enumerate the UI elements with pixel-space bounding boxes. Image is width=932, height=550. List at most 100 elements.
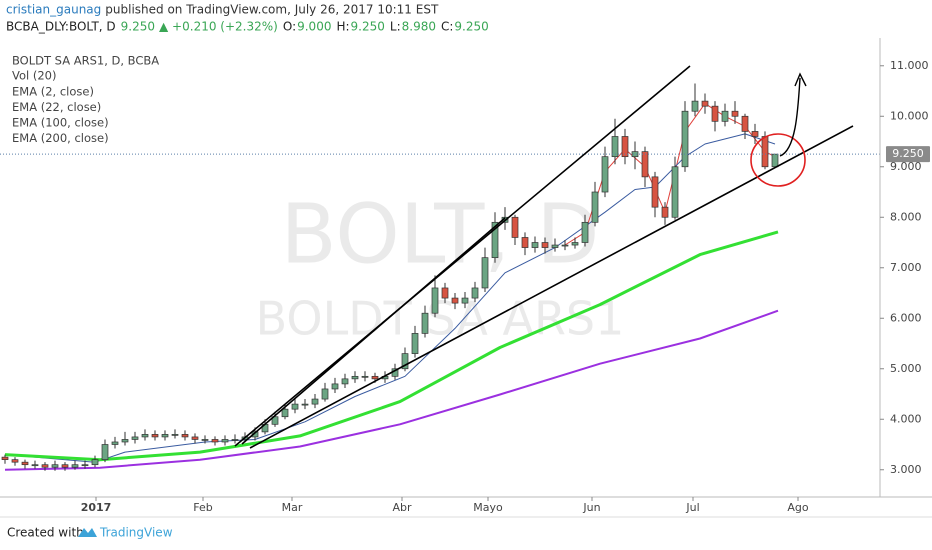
watermark-subtext: BOLDT SA ARS1 [256,292,625,346]
header-field: BCBA_DLY:BOLT, D [6,20,116,34]
candle-body [341,378,349,385]
header-field: ▲ +0.210 (+2.32%) [159,20,278,34]
legend-entry: EMA (200, close) [12,131,109,145]
candle-body [51,464,59,468]
trend-line [241,217,506,445]
candle-body [221,439,229,443]
candle-body [211,439,219,443]
candle-body [161,434,169,438]
candle-body [131,436,139,440]
arrow [779,77,801,157]
candle-body [711,105,719,122]
y-tick-label: 5.000 [890,362,922,375]
candle-body [761,136,769,168]
candle-body [101,444,109,461]
y-tick-label: 8.000 [890,210,922,223]
candle-body [401,353,409,370]
x-tick-label: Jun [582,501,600,514]
x-tick-label: Mar [282,501,303,514]
candle-body [511,216,519,238]
y-tick-label: 10.000 [890,109,929,122]
candle-body [181,434,189,438]
candle-body [741,115,749,132]
last-price-label: 9.250 [892,147,924,160]
x-tick-label: Mayo [473,501,503,514]
y-tick-label: 3.000 [890,463,922,476]
header-field: O: [283,20,296,34]
candle-body [351,375,359,380]
candle-body [731,110,739,117]
candle-body [411,333,419,354]
candle-body [141,434,149,438]
candle-body [631,151,639,158]
candle-body [121,439,129,443]
candle-body [481,257,489,289]
y-tick-label: 6.000 [890,311,922,324]
trend-line [249,125,854,449]
candle-body [681,110,689,168]
candle-body [521,237,529,248]
candle-body [461,297,469,304]
candle-body [21,461,29,466]
last-price-tag [886,146,930,163]
x-tick-label: Ago [787,501,809,514]
candle-body [231,439,239,441]
footer-created: Created with [7,526,84,540]
candle-body [671,166,679,218]
legend-title: BOLDT SA ARS1, D, BCBA [12,54,159,68]
x-tick-label: Jul [685,501,699,514]
candle-body [311,398,319,405]
candle-body [621,136,629,158]
highlight-circle [750,133,806,187]
candle-body [691,100,699,112]
arrow-head [794,72,807,87]
candle-body [701,100,709,107]
published: published on TradingView.com, July 26, 2… [105,3,439,17]
footer-brand[interactable]: TradingView [99,526,173,540]
symbol-line: BCBA_DLY:BOLT, D 9.250 ▲ +0.210 (+2.32%) O:… [6,20,489,34]
candle-body [531,242,539,248]
y-tick-label: 7.000 [890,261,922,274]
header-field: 9.250 [121,20,155,34]
y-tick-label: 9.000 [890,160,922,173]
candle-body [61,464,69,468]
drawings [234,65,854,449]
header-field: 9.250 [454,20,488,34]
header-field: C: [441,20,453,34]
x-tick-label: Abr [392,501,412,514]
x-tick-label: Feb [193,501,212,514]
header-field: 9.000 [297,20,331,34]
candle-body [751,131,759,137]
legend-entry: EMA (22, close) [12,100,101,114]
candle-body [441,287,449,299]
candle-body [771,153,779,168]
watermark: BOLT, D BOLDT SA ARS1 [256,187,625,345]
y-tick-label: 11.000 [890,59,929,72]
ema-line [4,230,779,462]
candle-body [201,439,209,441]
candle-body [191,436,199,440]
candle-body [171,434,179,436]
candle-body [1,456,9,461]
candle-body [721,110,729,122]
legend-entry: EMA (2, close) [12,85,94,99]
author[interactable]: cristian_gaunag [6,3,101,17]
header-field: L: [390,20,401,34]
legend-entry: Vol (20) [12,69,56,83]
candle-body [591,191,599,223]
candle-body [31,464,39,467]
candle-body [111,441,119,445]
candle-body [641,151,649,178]
price-axis [880,38,932,498]
candle-body [321,388,329,400]
candle-body [491,221,499,259]
candle-body [361,375,369,378]
ema-line [4,309,779,471]
candle-body [91,459,99,466]
candle-body [471,287,479,299]
candle-body [331,383,339,390]
candle-body [371,375,379,380]
